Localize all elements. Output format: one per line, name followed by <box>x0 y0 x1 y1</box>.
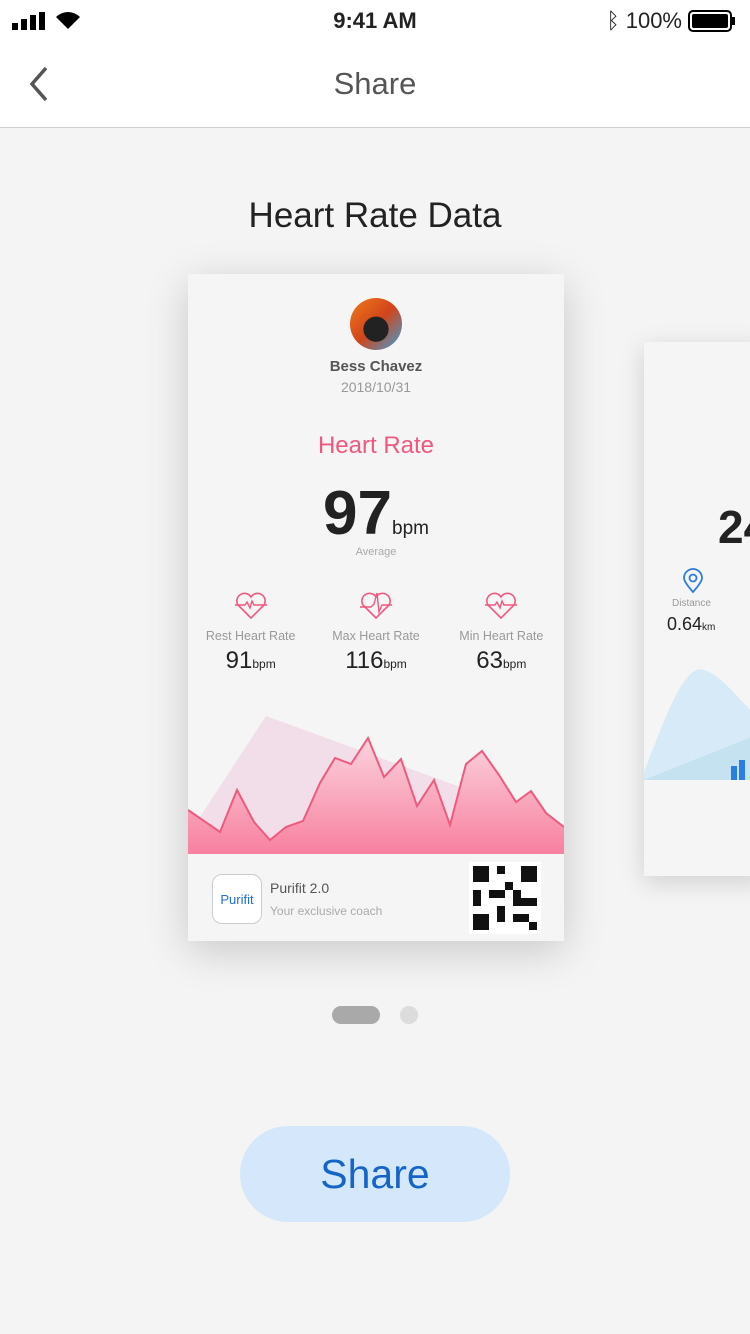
bluetooth-icon: ᛒ <box>606 8 620 33</box>
stat-rest: Rest Heart Rate 91bpm <box>188 592 313 675</box>
battery-icon <box>688 10 735 32</box>
app-tagline: Your exclusive coach <box>270 904 383 918</box>
avatar <box>350 298 402 350</box>
chart-area <box>188 738 564 854</box>
share-card-next[interactable]: 24 Distance 0.64km <box>644 342 750 876</box>
heart-rate-chart <box>188 716 564 854</box>
app-name: Purifit 2.0 <box>270 880 330 896</box>
stat-min: Min Heart Rate 63bpm <box>439 592 564 675</box>
signal-icon <box>12 12 45 30</box>
page-dot-active[interactable] <box>332 1006 380 1024</box>
heart-pulse-icon <box>234 592 267 620</box>
share-button[interactable]: Share <box>240 1126 510 1222</box>
date: 2018/10/31 <box>340 379 412 395</box>
average-label: Average <box>355 546 397 558</box>
share-card-heart-rate[interactable]: Bess Chavez 2018/10/31 Heart Rate 97bpm … <box>188 274 564 941</box>
stat-max: Max Heart Rate 116bpm <box>313 592 438 675</box>
user-name: Bess Chavez <box>329 358 423 375</box>
page-title: Heart Rate Data <box>248 196 502 235</box>
card-footer: Purifit Purifit 2.0 Your exclusive coach <box>188 854 564 941</box>
qr-code <box>469 862 541 934</box>
chart-line <box>188 735 564 842</box>
clock: 9:41 AM <box>333 8 417 33</box>
wifi-icon <box>56 12 80 29</box>
page-dot[interactable] <box>400 1006 418 1024</box>
status-bar: 9:41 AM ᛒ 100% <box>0 0 750 40</box>
nav-bar: Share <box>0 40 750 128</box>
nav-title: Share <box>333 66 417 101</box>
battery-percent: 100% <box>625 8 682 33</box>
steps-chart <box>644 669 750 780</box>
location-pin-icon <box>683 568 703 594</box>
average-unit: bpm <box>392 518 429 539</box>
section-title: Heart Rate <box>317 432 435 459</box>
heart-pulse-icon <box>485 592 518 620</box>
page-indicator <box>332 1006 418 1024</box>
heart-pulse-icon <box>359 592 392 620</box>
app-logo: Purifit <box>212 874 262 924</box>
back-button[interactable] <box>22 62 62 106</box>
average-value: 97 <box>323 479 392 548</box>
